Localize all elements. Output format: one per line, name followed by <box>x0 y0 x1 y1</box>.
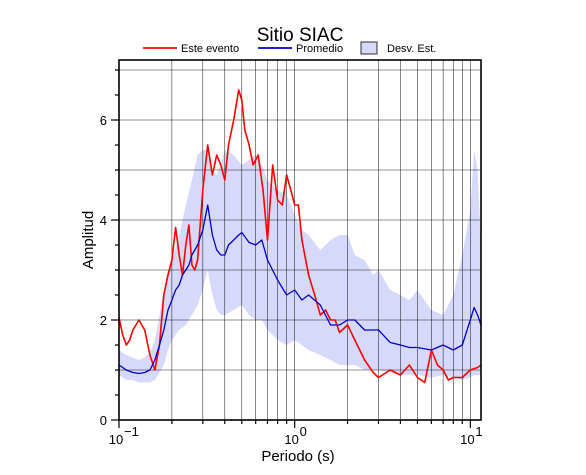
series-line-promedio <box>118 204 482 375</box>
series-line-este-evento <box>118 89 482 384</box>
plot-frame <box>118 59 482 421</box>
std-band <box>119 150 481 383</box>
x-tick-label: 10−1 <box>109 424 139 447</box>
std-band-layer <box>119 150 481 383</box>
plot-area <box>118 59 482 421</box>
x-tick-label: 100 <box>284 424 306 447</box>
y-tick-label: 2 <box>100 313 107 328</box>
x-tick-exponent: 1 <box>475 424 482 439</box>
grid-layer <box>119 60 481 420</box>
legend-item-desv-est: Desv. Est. <box>360 41 436 55</box>
legend-item-promedio: Promedio <box>258 43 343 55</box>
legend-swatch <box>360 41 378 55</box>
y-axis: 0 2 4 6 <box>100 69 119 428</box>
y-tick-label: 4 <box>100 213 107 228</box>
series-layer <box>118 89 482 384</box>
legend-label: Este evento <box>181 43 239 55</box>
x-tick-label: 101 <box>460 424 482 447</box>
legend: Este evento Promedio Desv. Est. <box>143 41 436 55</box>
y-tick-label: 6 <box>100 113 107 128</box>
legend-label: Desv. Est. <box>387 43 436 55</box>
legend-label: Promedio <box>296 43 343 55</box>
x-tick-exponent: −1 <box>124 424 139 439</box>
x-tick-base: 10 <box>284 432 298 447</box>
y-axis-label: Amplitud <box>80 211 97 269</box>
legend-item-este-evento: Este evento <box>143 43 239 55</box>
y-tick-label: 0 <box>100 413 107 428</box>
x-tick-exponent: 0 <box>300 424 307 439</box>
x-axis-label: Periodo (s) <box>261 448 334 465</box>
chart-title: Sitio SIAC <box>257 25 344 46</box>
x-tick-base: 10 <box>109 432 123 447</box>
x-tick-base: 10 <box>460 432 474 447</box>
